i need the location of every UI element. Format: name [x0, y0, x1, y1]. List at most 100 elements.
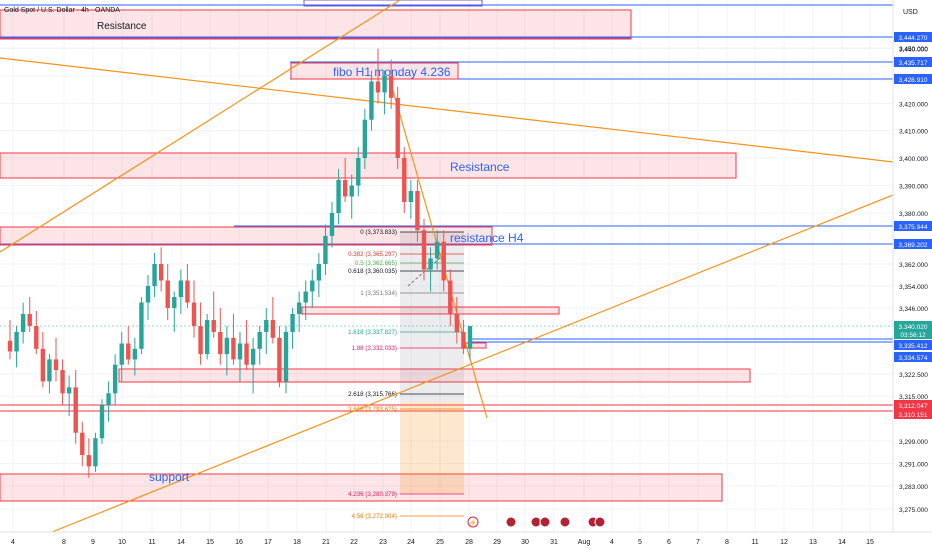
candle-body[interactable]: [329, 213, 335, 236]
candle-body[interactable]: [283, 331, 289, 382]
candle-body[interactable]: [408, 191, 414, 202]
resistance-zone-mid[interactable]: [0, 152, 737, 179]
candle-body[interactable]: [421, 230, 427, 270]
candle-body[interactable]: [178, 280, 184, 298]
candle-body[interactable]: [395, 97, 400, 158]
candle-body[interactable]: [191, 302, 197, 327]
candle-body[interactable]: [86, 455, 92, 467]
candle-body[interactable]: [47, 359, 52, 382]
candle-body[interactable]: [356, 158, 361, 186]
candle-body[interactable]: [303, 291, 308, 303]
candle-body[interactable]: [428, 258, 433, 270]
candle-body[interactable]: [66, 387, 72, 394]
candle-body[interactable]: [402, 158, 407, 202]
candle-body[interactable]: [14, 331, 19, 352]
candle-body[interactable]: [336, 180, 341, 213]
us-flag-icon-4[interactable]: [559, 516, 571, 528]
price-tick-label: 3,380.000: [899, 211, 928, 218]
candle-body[interactable]: [467, 326, 473, 349]
candle-body[interactable]: [296, 302, 302, 315]
support-zone[interactable]: [0, 473, 723, 502]
candle-body[interactable]: [454, 314, 460, 332]
candle-body[interactable]: [218, 331, 223, 355]
candle-body[interactable]: [323, 235, 328, 264]
candle-body[interactable]: [112, 364, 118, 394]
candle-body[interactable]: [375, 81, 381, 93]
resistance-h4-zone[interactable]: [0, 226, 493, 246]
candle-body[interactable]: [237, 343, 243, 360]
candle-body[interactable]: [172, 297, 177, 308]
fib-gray-box: [400, 232, 464, 402]
candle-body[interactable]: [145, 286, 151, 303]
demand-zone-3322[interactable]: [118, 368, 751, 383]
candle-body[interactable]: [132, 348, 138, 360]
small-zone-3346[interactable]: [301, 306, 560, 315]
fib-extension-tool[interactable]: 0 (3,373.833) 0.382 (3,365.297) 0.5 (3,362…: [348, 229, 464, 520]
label-support[interactable]: support: [149, 470, 190, 484]
candle-body[interactable]: [264, 320, 269, 332]
candle-body[interactable]: [290, 314, 295, 332]
resistance-zone-top[interactable]: [0, 9, 632, 40]
candle-body[interactable]: [231, 337, 236, 360]
candle-body[interactable]: [152, 264, 157, 286]
candle-body[interactable]: [310, 280, 315, 292]
candle-body[interactable]: [388, 76, 394, 98]
candle-body[interactable]: [257, 331, 262, 349]
candle-body[interactable]: [34, 326, 39, 349]
candle-body[interactable]: [20, 314, 26, 332]
candle-body[interactable]: [80, 432, 85, 456]
candle-body[interactable]: [60, 370, 65, 394]
candle-body[interactable]: [126, 343, 131, 360]
lightning-icon[interactable]: [467, 516, 479, 528]
label-resistance-top[interactable]: Resistance: [97, 21, 147, 32]
us-flag-icon-3[interactable]: [539, 516, 551, 528]
price-badge-label: 3,334.574: [899, 355, 928, 362]
candle-body[interactable]: [204, 320, 210, 355]
price-axis-currency: USD: [903, 9, 918, 16]
label-fibo[interactable]: fibo H1 monday 4.236: [333, 65, 451, 79]
fibo-zone[interactable]: [290, 62, 459, 80]
candle-body[interactable]: [165, 280, 170, 309]
candle-body[interactable]: [119, 343, 124, 365]
trendline-asc-support[interactable]: [51, 194, 894, 533]
trendline-asc-left[interactable]: [0, 0, 401, 253]
time-label: 9: [91, 539, 95, 546]
us-flag-icon-6[interactable]: [594, 516, 606, 528]
time-axis[interactable]: 4 8 9 10 11 14 15 16 17 18 21 22 23 24 25 28 29 30 31 Aug 4 5…: [0, 531, 932, 550]
candle-body[interactable]: [106, 393, 111, 406]
candle-body[interactable]: [185, 280, 190, 303]
candle-body[interactable]: [461, 331, 466, 349]
candle-body[interactable]: [7, 340, 13, 352]
candle-body[interactable]: [224, 337, 230, 355]
candle-body[interactable]: [27, 314, 32, 327]
candle-body[interactable]: [244, 343, 249, 365]
candle-body[interactable]: [53, 359, 59, 371]
candle-body[interactable]: [99, 405, 105, 439]
price-axis[interactable]: USD 3,450.0003,440.0003,430.0003,420.000…: [892, 0, 932, 532]
candle-body[interactable]: [349, 185, 354, 197]
candle-body[interactable]: [441, 241, 446, 281]
candle-body[interactable]: [448, 280, 453, 315]
candle-body[interactable]: [250, 348, 256, 365]
candle-body[interactable]: [415, 191, 420, 231]
candle-body[interactable]: [382, 76, 387, 93]
fib-level-label: 2.618 (3,315.766): [348, 391, 397, 398]
trendline-desc-long[interactable]: [0, 57, 894, 163]
candle-body[interactable]: [40, 348, 46, 382]
candle-body[interactable]: [93, 438, 98, 467]
label-resistance-mid[interactable]: Resistance: [450, 160, 510, 174]
candle-body[interactable]: [434, 241, 440, 259]
candle-body[interactable]: [198, 326, 203, 355]
candle-body[interactable]: [73, 387, 78, 433]
candle-body[interactable]: [158, 264, 164, 281]
candle-body[interactable]: [342, 180, 348, 197]
top-zone[interactable]: [303, 0, 483, 7]
label-resistance-h4[interactable]: resistance H4: [450, 231, 524, 245]
candle-body[interactable]: [277, 337, 282, 382]
us-flag-icon-1[interactable]: [505, 516, 517, 528]
candle-body[interactable]: [362, 119, 368, 158]
candle-body[interactable]: [270, 320, 276, 338]
candle-body[interactable]: [316, 264, 322, 281]
candle-body[interactable]: [369, 81, 374, 120]
